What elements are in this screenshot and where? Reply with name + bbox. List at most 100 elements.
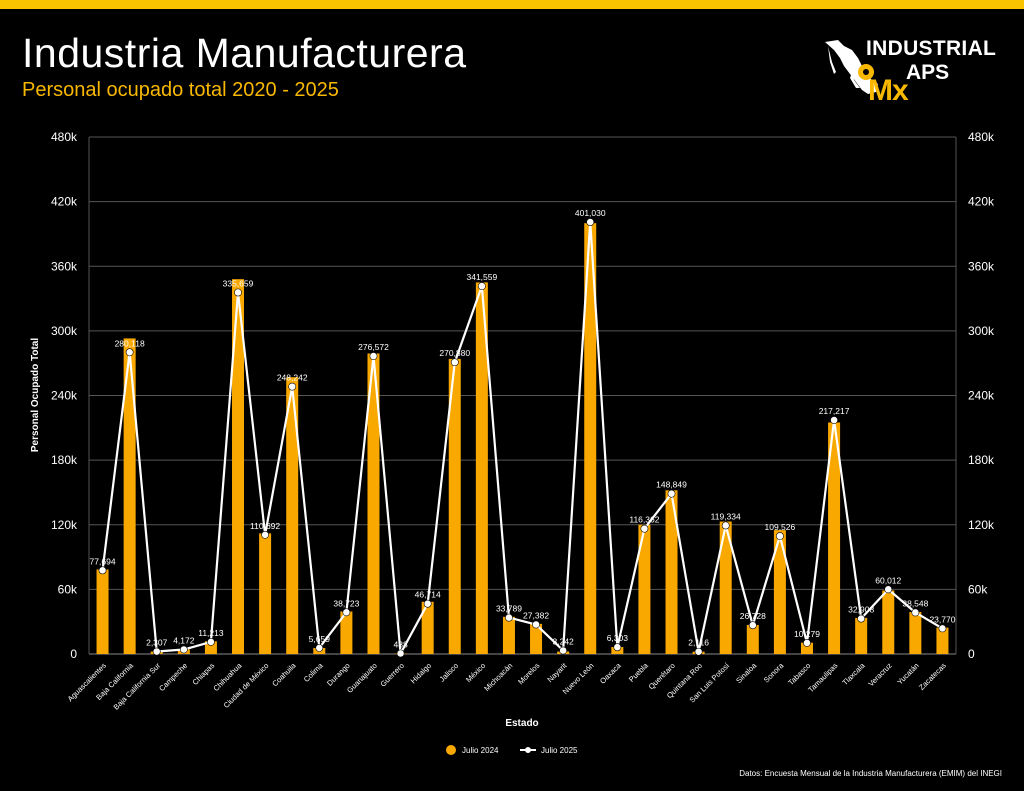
bar-julio-2024 bbox=[719, 521, 732, 654]
point-julio-2025 bbox=[234, 288, 242, 297]
y-tick-label-right: 360k bbox=[968, 259, 995, 273]
data-label: 116,362 bbox=[629, 515, 659, 525]
bar-julio-2024 bbox=[286, 377, 299, 654]
data-label: 280,118 bbox=[115, 338, 145, 348]
y-tick-label-right: 300k bbox=[968, 324, 995, 338]
bar-julio-2024 bbox=[773, 530, 786, 654]
bar-julio-2024 bbox=[746, 624, 759, 654]
bar-julio-2024 bbox=[800, 642, 813, 654]
point-julio-2025 bbox=[721, 521, 730, 530]
page-subtitle: Personal ocupado total 2020 - 2025 bbox=[22, 79, 339, 101]
y-tick-label-left: 300k bbox=[51, 324, 78, 338]
y-tick-label-right: 120k bbox=[968, 518, 995, 532]
data-label: 33,789 bbox=[496, 604, 522, 614]
data-label: 77,694 bbox=[90, 556, 116, 566]
top-accent-bar bbox=[0, 0, 1024, 9]
legend-line-marker bbox=[525, 747, 531, 753]
point-julio-2025 bbox=[207, 638, 215, 646]
point-julio-2025 bbox=[423, 599, 432, 608]
x-tick-label: Chiapas bbox=[191, 661, 217, 687]
point-julio-2025 bbox=[775, 532, 784, 540]
bar-julio-2024 bbox=[204, 641, 217, 654]
bar-julio-2024 bbox=[936, 627, 949, 654]
point-julio-2025 bbox=[98, 566, 107, 575]
x-tick-label: Oaxaca bbox=[598, 660, 623, 685]
point-julio-2025 bbox=[667, 489, 676, 498]
x-tick-label: Tlaxcala bbox=[840, 660, 867, 687]
x-tick-label: Sinaloa bbox=[734, 660, 759, 685]
y-tick-label-right: 60k bbox=[968, 582, 988, 596]
data-label: 60,012 bbox=[875, 575, 901, 585]
point-julio-2025 bbox=[884, 585, 893, 594]
data-label: 38,548 bbox=[902, 598, 928, 608]
data-label: 26,728 bbox=[740, 611, 766, 621]
data-label: 217,217 bbox=[819, 406, 850, 416]
data-label: 10,279 bbox=[794, 629, 820, 639]
x-tick-label: Yucatán bbox=[895, 661, 921, 687]
point-julio-2025 bbox=[694, 647, 703, 656]
bar-julio-2024 bbox=[882, 590, 895, 654]
data-label: 6,303 bbox=[607, 633, 629, 643]
y-tick-label-right: 180k bbox=[968, 453, 995, 467]
x-tick-label: México bbox=[464, 661, 487, 684]
point-julio-2025 bbox=[505, 613, 513, 622]
data-label: 119,334 bbox=[711, 511, 741, 521]
page-title: Industria Manufacturera bbox=[22, 30, 467, 76]
x-tick-label: Durango bbox=[325, 661, 352, 688]
bar-julio-2024 bbox=[259, 533, 272, 654]
x-tick-label: Hidalgo bbox=[409, 661, 433, 685]
y-tick-label-left: 0 bbox=[70, 647, 77, 661]
point-julio-2025 bbox=[830, 416, 838, 424]
point-julio-2025 bbox=[315, 644, 324, 652]
point-julio-2025 bbox=[938, 624, 947, 633]
y-tick-label-left: 180k bbox=[51, 453, 78, 467]
data-label: 270,880 bbox=[439, 348, 470, 358]
x-tick-label: Morelos bbox=[516, 661, 541, 686]
x-tick-label: Michoacán bbox=[482, 661, 514, 693]
x-tick-label: Coahuila bbox=[270, 660, 298, 688]
y-tick-label-left: 360k bbox=[51, 259, 78, 273]
point-julio-2025 bbox=[532, 620, 540, 629]
data-label: 401,030 bbox=[575, 208, 606, 218]
point-julio-2025 bbox=[748, 621, 757, 630]
logo-text-aps: APS bbox=[906, 61, 950, 84]
data-label: 5,659 bbox=[309, 634, 331, 644]
y-axis-title: Personal Ocupado Total bbox=[30, 338, 41, 452]
bar-julio-2024 bbox=[909, 611, 922, 654]
point-julio-2025 bbox=[342, 608, 351, 617]
point-julio-2025 bbox=[857, 614, 866, 623]
bar-julio-2024 bbox=[530, 623, 543, 654]
data-label: 148,849 bbox=[656, 480, 687, 490]
x-tick-label: Puebla bbox=[627, 660, 650, 683]
data-label: 110,692 bbox=[250, 521, 280, 531]
logo-text-mx: Mx bbox=[868, 74, 909, 107]
x-tick-label: Sonora bbox=[762, 660, 786, 684]
x-axis-title: Estado bbox=[505, 718, 538, 729]
data-source-note: Datos: Encuesta Mensual de la Industria … bbox=[739, 769, 1002, 778]
data-label: 3,242 bbox=[553, 637, 575, 647]
data-label: 335,659 bbox=[223, 278, 254, 288]
bar-julio-2024 bbox=[232, 279, 245, 654]
y-tick-label-left: 420k bbox=[51, 195, 78, 209]
y-tick-label-left: 480k bbox=[51, 130, 78, 144]
data-label: 109,526 bbox=[765, 522, 796, 532]
x-tick-label: Campeche bbox=[157, 661, 189, 693]
bar-julio-2024 bbox=[828, 422, 841, 654]
x-tick-label: Tabasco bbox=[786, 661, 812, 687]
bar-julio-2024 bbox=[96, 569, 109, 654]
mexico-map-pin-icon bbox=[825, 40, 878, 94]
bar-julio-2024 bbox=[665, 490, 678, 654]
y-tick-label-right: 420k bbox=[968, 195, 995, 209]
point-julio-2025 bbox=[396, 649, 405, 658]
bar-julio-2024 bbox=[502, 616, 515, 654]
x-tick-label: Jalisco bbox=[438, 661, 461, 684]
data-label: 2,116 bbox=[688, 638, 709, 648]
data-label: 4,172 bbox=[173, 636, 195, 646]
line-julio-2025 bbox=[101, 220, 944, 655]
industrial-maps-logo: INDUSTRIAL APS Mx bbox=[822, 36, 1002, 107]
y-tick-label-right: 480k bbox=[968, 130, 995, 144]
bar-julio-2024 bbox=[367, 353, 380, 654]
y-tick-label-right: 240k bbox=[968, 389, 995, 403]
point-julio-2025 bbox=[179, 645, 188, 654]
point-julio-2025 bbox=[450, 358, 459, 367]
